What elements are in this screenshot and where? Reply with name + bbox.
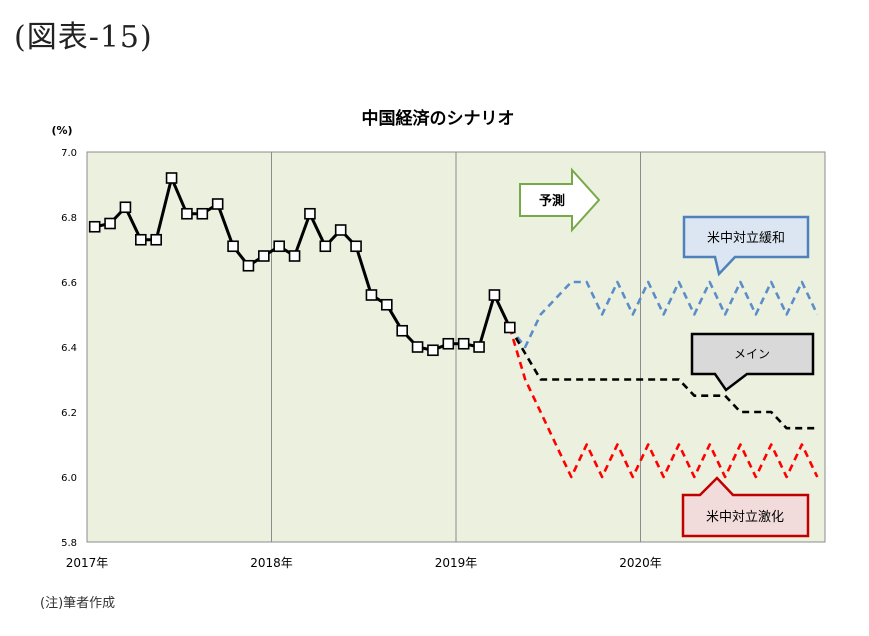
- data-point-marker: [150, 233, 162, 246]
- marker-layer: [88, 172, 516, 357]
- y-axis-unit: (%): [51, 124, 72, 137]
- chart-title: 中国経済のシナリオ: [362, 108, 515, 129]
- callout-easing: 米中対立緩和: [682, 215, 810, 277]
- data-point-marker: [227, 240, 239, 253]
- callout-main-shape: [690, 332, 815, 392]
- data-point-marker: [504, 321, 516, 334]
- series-layer: [94, 176, 819, 479]
- callout-escalation: 米中対立激化: [681, 476, 810, 538]
- data-point-marker: [211, 198, 224, 210]
- data-point-marker: [488, 289, 501, 301]
- data-point-marker: [165, 172, 178, 184]
- data-point-marker: [365, 289, 378, 301]
- data-point-marker: [396, 324, 408, 337]
- data-point-marker: [350, 240, 362, 253]
- callout-main: メイン: [690, 332, 815, 392]
- data-point-marker: [411, 341, 424, 353]
- y-tick-label: 6.8: [61, 213, 77, 224]
- data-point-marker: [88, 220, 101, 233]
- source-note: (注)筆者作成: [40, 596, 116, 611]
- callout-easing-shape: [682, 215, 810, 277]
- y-tick-label: 6.6: [61, 278, 77, 289]
- forecast-arrow: 予測: [519, 167, 601, 233]
- data-point-marker: [258, 250, 270, 262]
- data-point-marker: [119, 201, 132, 214]
- callout-easing-label: 米中対立緩和: [707, 231, 785, 246]
- callout-main-label: メイン: [734, 347, 770, 361]
- data-point-marker: [104, 217, 116, 230]
- data-point-marker: [135, 233, 147, 246]
- data-point-marker: [334, 224, 347, 236]
- data-point-marker: [181, 207, 193, 220]
- forecast-arrow-label: 予測: [539, 193, 565, 209]
- scenario-line-2: [508, 326, 818, 430]
- figure-label: (図表-15): [14, 20, 153, 55]
- data-point-marker: [473, 341, 485, 353]
- year-gridlines: [271, 152, 641, 542]
- data-point-marker: [273, 240, 285, 253]
- data-point-marker: [288, 250, 301, 262]
- scenario-line-3: [508, 327, 819, 479]
- forecast-arrow-shape: [519, 167, 601, 233]
- y-tick-label: 7.0: [61, 148, 77, 159]
- data-point-marker: [427, 344, 439, 357]
- y-tick-label: 6.2: [61, 408, 77, 419]
- y-tick-label: 6.0: [61, 473, 77, 484]
- data-point-marker: [457, 337, 470, 350]
- data-point-marker: [381, 298, 393, 311]
- data-point-marker: [242, 259, 255, 272]
- axis-labels: 7.0 6.8 6.6 6.4 6.2 6.0 5.8 2017年 2018年 2019年 2020…: [61, 148, 662, 570]
- data-point-marker: [442, 337, 455, 350]
- y-tick-label: 6.4: [61, 343, 77, 354]
- callout-escalation-shape: [681, 476, 810, 538]
- data-point-marker: [319, 240, 332, 253]
- x-tick-label: 2017年: [66, 556, 109, 570]
- callout-escalation-label: 米中対立激化: [706, 510, 784, 525]
- y-tick-label: 5.8: [61, 538, 77, 549]
- x-tick-label: 2019年: [435, 556, 478, 570]
- scenario-line-1: [508, 280, 819, 349]
- data-point-marker: [304, 207, 316, 220]
- x-tick-label: 2020年: [619, 556, 662, 570]
- actual-series-line: [94, 176, 512, 352]
- data-point-marker: [196, 207, 209, 220]
- x-tick-label: 2018年: [250, 556, 293, 570]
